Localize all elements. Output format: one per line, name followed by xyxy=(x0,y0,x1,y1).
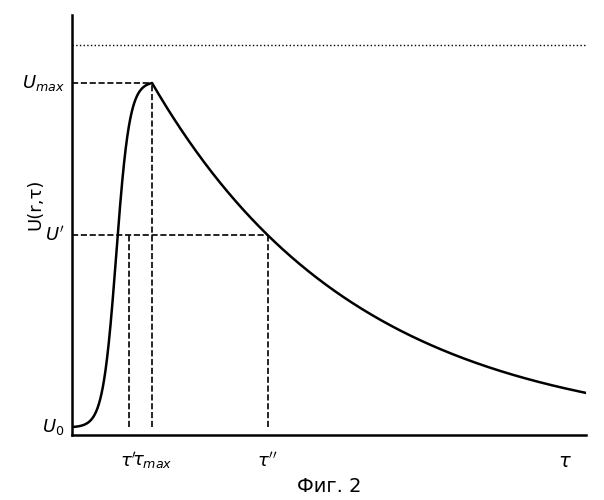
Text: $U_0$: $U_0$ xyxy=(42,417,65,437)
Text: $\tau''$: $\tau''$ xyxy=(257,452,278,471)
Text: Фиг. 2: Фиг. 2 xyxy=(297,477,361,496)
Text: $U'$: $U'$ xyxy=(45,226,65,244)
Text: $U_{max}$: $U_{max}$ xyxy=(22,73,65,93)
Text: U(r,τ): U(r,τ) xyxy=(26,178,44,230)
Text: $\tau$: $\tau$ xyxy=(559,452,572,471)
Text: $\tau'$: $\tau'$ xyxy=(120,452,138,471)
Text: $\tau_{max}$: $\tau_{max}$ xyxy=(132,452,172,470)
